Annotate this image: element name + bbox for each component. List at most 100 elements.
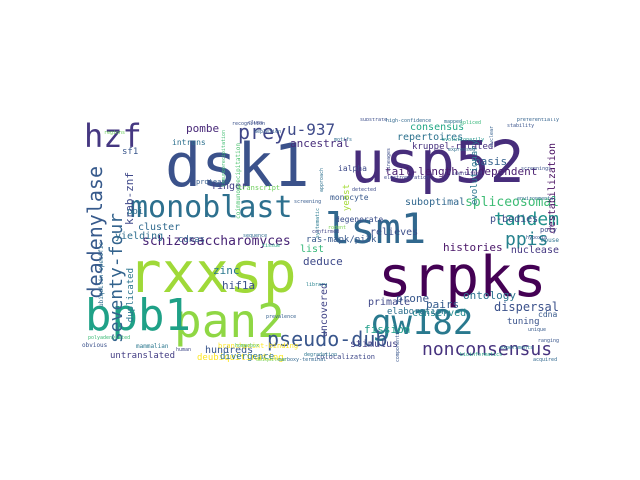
cloud-word: tandem [493, 209, 559, 230]
cloud-word: library [306, 282, 328, 288]
cloud-word: basis [474, 155, 508, 168]
cloud-word: prey [238, 120, 287, 144]
cloud-word: degradation [304, 352, 338, 358]
cloud-word: mouse [540, 237, 559, 244]
cloud-word: degenerate [335, 215, 384, 224]
cloud-word: obvious [82, 342, 108, 349]
cloud-word: krab-znf [123, 172, 136, 225]
cloud-word: electroporation [384, 175, 430, 181]
cloud-word: hundreds [205, 345, 254, 356]
cloud-word: stability [507, 123, 535, 129]
cloud-word: bpb1 [85, 290, 191, 341]
cloud-word: substrate [360, 118, 388, 123]
cloud-word: primate [368, 297, 411, 308]
cloud-word: experiments [500, 345, 534, 351]
cloud-word: lsm1 [325, 204, 427, 253]
cloud-word: ancestral [290, 137, 350, 150]
cloud-word: ialpha [338, 164, 367, 173]
cloud-word: schizosaccharomyces [142, 234, 291, 249]
cloud-word: deubiquitinating [197, 353, 284, 363]
cloud-word: expressed [448, 147, 476, 153]
cloud-word: ppi [127, 207, 144, 217]
cloud-word: ranging [537, 338, 559, 344]
cloud-word: dispersal [493, 300, 559, 314]
cloud-word: components [395, 331, 401, 362]
cloud-word: cdna [538, 310, 558, 319]
cloud-word: suboptimal [405, 197, 466, 208]
cloud-word: bioinformatics [460, 352, 503, 358]
cloud-word: pan2 [174, 294, 285, 348]
cloud-word: introns [172, 138, 206, 147]
cloud-word: fission [364, 323, 411, 336]
cloud-word: pseudo-dub [267, 327, 388, 351]
cloud-word: pombe [186, 122, 220, 135]
cloud-word: usp52 [350, 128, 525, 196]
cloud-word: pairs [426, 298, 460, 311]
cloud-word: monocyte [330, 193, 369, 202]
cloud-word: finger [211, 181, 248, 192]
cloud-word: transcript [238, 184, 281, 192]
cloud-word: evolutionarily [442, 137, 485, 143]
cloud-word: high-confidence [386, 118, 432, 124]
cloud-word: lineages [386, 148, 392, 173]
cloud-word: tail-length-independent [385, 165, 538, 178]
cloud-word: rodent [328, 225, 347, 231]
cloud-word: mammalian [136, 343, 169, 350]
cloud-word: destabilization [547, 143, 558, 234]
cloud-word: monoblast [130, 190, 293, 225]
cloud-word: zinc [213, 264, 240, 277]
cloud-word: regions [104, 130, 126, 136]
cloud-word: untranslated [110, 351, 176, 361]
cloud-word: clues [248, 120, 264, 126]
cloud-word: list [300, 244, 325, 255]
cloud-word: recognition [232, 121, 266, 127]
cloud-word: poly [540, 226, 557, 234]
cloud-word: protease [196, 178, 230, 186]
cloud-word: srpks [378, 245, 547, 310]
cloud-word: stimulus [350, 339, 399, 350]
cloud-word: identified [452, 171, 483, 177]
cloud-word: coimmunoprecipitation [235, 143, 242, 219]
cloud-word: histories [443, 241, 503, 254]
cloud-word: motifs [334, 137, 353, 143]
cloud-word: tissue [262, 243, 281, 249]
cloud-word: gw182 [371, 303, 474, 343]
cloud-word: spliceosomal [465, 195, 559, 210]
cloud-word: polyadenylated [88, 335, 131, 341]
cloud-word: cdnas [178, 235, 206, 245]
word-cloud: rxxsp dsk1 usp52 srpks pan2 bpb1 lsm1 gw182 hzf m… [80, 118, 560, 363]
cloud-word: branchpoint-binding [218, 342, 299, 350]
cloud-word: spliced [460, 120, 482, 126]
cloud-word: sequence [243, 233, 268, 239]
cloud-word: hzf [84, 118, 142, 155]
cloud-word: prone [396, 292, 430, 305]
cloud-word: depletion [254, 129, 282, 135]
cloud-word: yielding [115, 231, 164, 242]
cloud-word: screenings [521, 166, 552, 172]
cloud-word: ras-mapk/pi3k [306, 235, 377, 245]
cloud-word: carboxy-terminal [278, 357, 327, 363]
cloud-word: rxxsp [128, 241, 297, 306]
cloud-word: nuclear [489, 126, 495, 148]
cloud-word: deduce [303, 255, 343, 268]
cloud-word: divergence [220, 352, 275, 362]
cloud-word: nonconsensus [422, 339, 553, 360]
cloud-word: hypoxia [526, 235, 548, 241]
cloud-word: homeobox [235, 343, 260, 349]
cloud-word: screening [294, 199, 322, 205]
cloud-word: approach [319, 168, 325, 193]
cloud-word: unique [528, 327, 547, 333]
cloud-word: kruppel-related [412, 142, 494, 152]
cloud-word: acquired [533, 357, 558, 363]
cloud-word: tuning [507, 317, 540, 327]
cloud-word: human [176, 347, 192, 353]
cloud-word: sf1 [122, 147, 139, 157]
cloud-word: relieves [370, 227, 419, 238]
cloud-word: u-937 [287, 120, 336, 139]
cloud-word: ontology [463, 289, 516, 302]
cloud-word: preferentially [516, 118, 559, 123]
cloud-word: duplicated [126, 268, 136, 323]
cloud-word: detected [352, 187, 377, 193]
cloud-word: environmental [517, 196, 557, 202]
cloud-word: prevalence [266, 314, 297, 320]
